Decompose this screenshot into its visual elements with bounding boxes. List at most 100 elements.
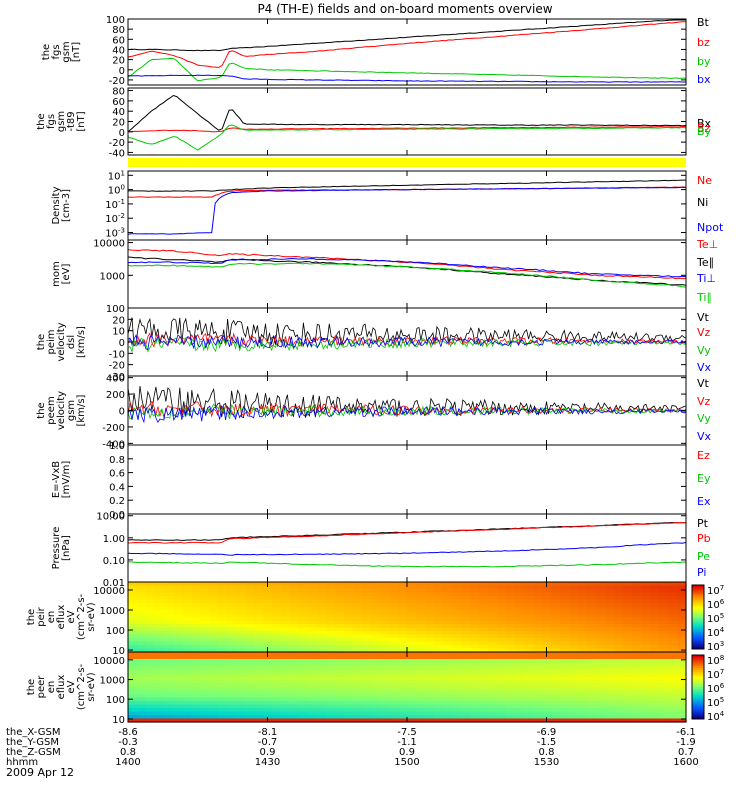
heatmap-cell <box>146 697 156 702</box>
heatmap-cell <box>623 669 633 674</box>
heatmap-cell <box>128 701 138 706</box>
heatmap-cell <box>605 711 615 716</box>
heatmap-cell <box>182 687 192 692</box>
heatmap-cell <box>146 655 156 660</box>
heatmap-cell <box>578 582 588 587</box>
heatmap-cell <box>641 592 651 597</box>
heatmap-cell <box>668 655 678 660</box>
heatmap-cell <box>650 610 660 615</box>
heatmap-cell <box>659 589 669 594</box>
heatmap-cell <box>173 655 183 660</box>
colorbar-cell <box>692 684 704 688</box>
heatmap-cell <box>524 708 534 713</box>
heatmap-cell <box>236 645 246 650</box>
heatmap-cell <box>245 641 255 646</box>
heatmap-cell <box>299 634 309 639</box>
heatmap-cell <box>587 715 597 720</box>
heatmap-cell <box>299 666 309 671</box>
heatmap-cell <box>209 673 219 678</box>
heatmap-cell <box>650 697 660 702</box>
heatmap-cell <box>335 690 345 695</box>
heatmap-cell <box>488 620 498 625</box>
heatmap-cell <box>569 652 579 657</box>
heatmap-cell <box>623 613 633 618</box>
heatmap-cell <box>515 599 525 604</box>
heatmap-cell <box>659 673 669 678</box>
colorbar-cell <box>692 665 704 669</box>
heatmap-cell <box>137 669 147 674</box>
heatmap-cell <box>407 697 417 702</box>
heatmap-cell <box>326 673 336 678</box>
heatmap-cell <box>497 666 507 671</box>
heatmap-cell <box>128 596 138 601</box>
heatmap-cell <box>659 627 669 632</box>
heatmap-cell <box>677 676 687 681</box>
heatmap-cell <box>569 655 579 660</box>
heatmap-cell <box>623 638 633 643</box>
heatmap-cell <box>137 634 147 639</box>
heatmap-cell <box>596 676 606 681</box>
heatmap-cell <box>497 617 507 622</box>
y-axis-label: [km/s] <box>76 394 87 426</box>
heatmap-cell <box>497 599 507 604</box>
heatmap-cell <box>236 589 246 594</box>
heatmap-cell <box>443 638 453 643</box>
heatmap-cell <box>677 641 687 646</box>
heatmap-cell <box>677 659 687 664</box>
heatmap-cell <box>245 589 255 594</box>
heatmap-cell <box>515 624 525 629</box>
heatmap-cell <box>497 694 507 699</box>
heatmap-cell <box>245 687 255 692</box>
heatmap-cell <box>407 708 417 713</box>
heatmap-cell <box>155 589 165 594</box>
legend-entry: Vz <box>697 395 711 408</box>
heatmap-cell <box>209 690 219 695</box>
legend-entry: Pb <box>697 532 711 545</box>
colorbar-cell <box>692 676 704 679</box>
heatmap-cell <box>461 603 471 608</box>
heatmap-cell <box>497 627 507 632</box>
heatmap-cell <box>470 641 480 646</box>
heatmap-cell <box>362 652 372 657</box>
heatmap-cell <box>380 596 390 601</box>
heatmap-cell <box>398 701 408 706</box>
heatmap-cell <box>317 634 327 639</box>
heatmap-cell <box>227 683 237 688</box>
heatmap-cell <box>524 680 534 685</box>
heatmap-cell <box>650 666 660 671</box>
heatmap-cell <box>398 648 408 653</box>
heatmap-cell <box>317 648 327 653</box>
heatmap-cell <box>461 708 471 713</box>
heatmap-cell <box>632 683 642 688</box>
heatmap-cell <box>155 606 165 611</box>
y-tick-label: 10-2 <box>105 212 125 225</box>
heatmap-cell <box>290 610 300 615</box>
heatmap-cell <box>533 662 543 667</box>
heatmap-cell <box>551 659 561 664</box>
heatmap-cell <box>650 627 660 632</box>
y-tick-label: 0.01 <box>103 578 125 589</box>
heatmap-cell <box>236 599 246 604</box>
heatmap-cell <box>614 718 624 723</box>
heatmap-cell <box>128 613 138 618</box>
heatmap-cell <box>200 711 210 716</box>
heatmap-cell <box>461 585 471 590</box>
heatmap-cell <box>182 666 192 671</box>
heatmap-cell <box>641 662 651 667</box>
heatmap-cell <box>443 708 453 713</box>
heatmap-cell <box>641 599 651 604</box>
heatmap-cell <box>596 599 606 604</box>
heatmap-cell <box>128 687 138 692</box>
heatmap-cell <box>515 606 525 611</box>
heatmap-cell <box>209 589 219 594</box>
colorbar-cell <box>692 680 704 684</box>
colorbar-cell <box>692 604 704 607</box>
heatmap-cell <box>605 687 615 692</box>
heatmap-cell <box>173 669 183 674</box>
heatmap-cell <box>560 655 570 660</box>
heatmap-cell <box>488 603 498 608</box>
heatmap-cell <box>326 582 336 587</box>
heatmap-cell <box>344 669 354 674</box>
heatmap-cell <box>200 582 210 587</box>
